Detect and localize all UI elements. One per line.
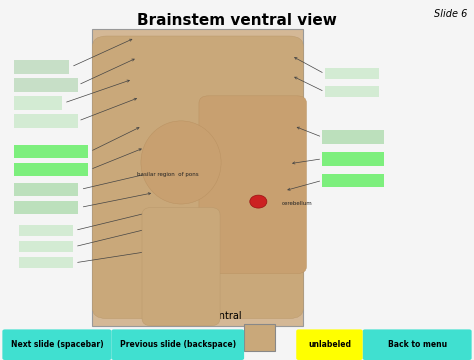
- FancyBboxPatch shape: [325, 68, 379, 79]
- Circle shape: [250, 195, 267, 208]
- FancyBboxPatch shape: [111, 329, 244, 360]
- Text: Previous slide (backspace): Previous slide (backspace): [120, 340, 236, 349]
- FancyBboxPatch shape: [14, 114, 78, 128]
- FancyBboxPatch shape: [19, 241, 73, 252]
- FancyBboxPatch shape: [363, 329, 472, 360]
- FancyBboxPatch shape: [322, 152, 384, 166]
- FancyBboxPatch shape: [14, 163, 88, 176]
- FancyBboxPatch shape: [325, 86, 379, 97]
- FancyBboxPatch shape: [14, 60, 69, 74]
- FancyBboxPatch shape: [19, 257, 73, 268]
- Text: ventral: ventral: [208, 311, 243, 321]
- Text: unlabeled: unlabeled: [308, 340, 351, 349]
- FancyBboxPatch shape: [92, 36, 303, 319]
- Text: Brainstem ventral view: Brainstem ventral view: [137, 13, 337, 28]
- Text: Back to menu: Back to menu: [388, 340, 447, 349]
- FancyBboxPatch shape: [296, 329, 363, 360]
- FancyBboxPatch shape: [14, 78, 78, 92]
- FancyBboxPatch shape: [92, 29, 303, 326]
- FancyBboxPatch shape: [14, 96, 62, 110]
- Text: basilar region  of pons: basilar region of pons: [137, 172, 199, 177]
- FancyBboxPatch shape: [19, 225, 73, 236]
- FancyBboxPatch shape: [142, 207, 220, 326]
- FancyBboxPatch shape: [244, 324, 275, 351]
- Ellipse shape: [141, 121, 221, 204]
- FancyBboxPatch shape: [2, 329, 111, 360]
- FancyBboxPatch shape: [322, 130, 384, 144]
- Text: Next slide (spacebar): Next slide (spacebar): [10, 340, 103, 349]
- FancyBboxPatch shape: [199, 96, 307, 274]
- Text: cerebellum: cerebellum: [282, 201, 313, 206]
- FancyBboxPatch shape: [322, 174, 384, 187]
- Text: Slide 6: Slide 6: [434, 9, 467, 19]
- FancyBboxPatch shape: [14, 201, 78, 214]
- FancyBboxPatch shape: [14, 145, 88, 158]
- FancyBboxPatch shape: [14, 183, 78, 196]
